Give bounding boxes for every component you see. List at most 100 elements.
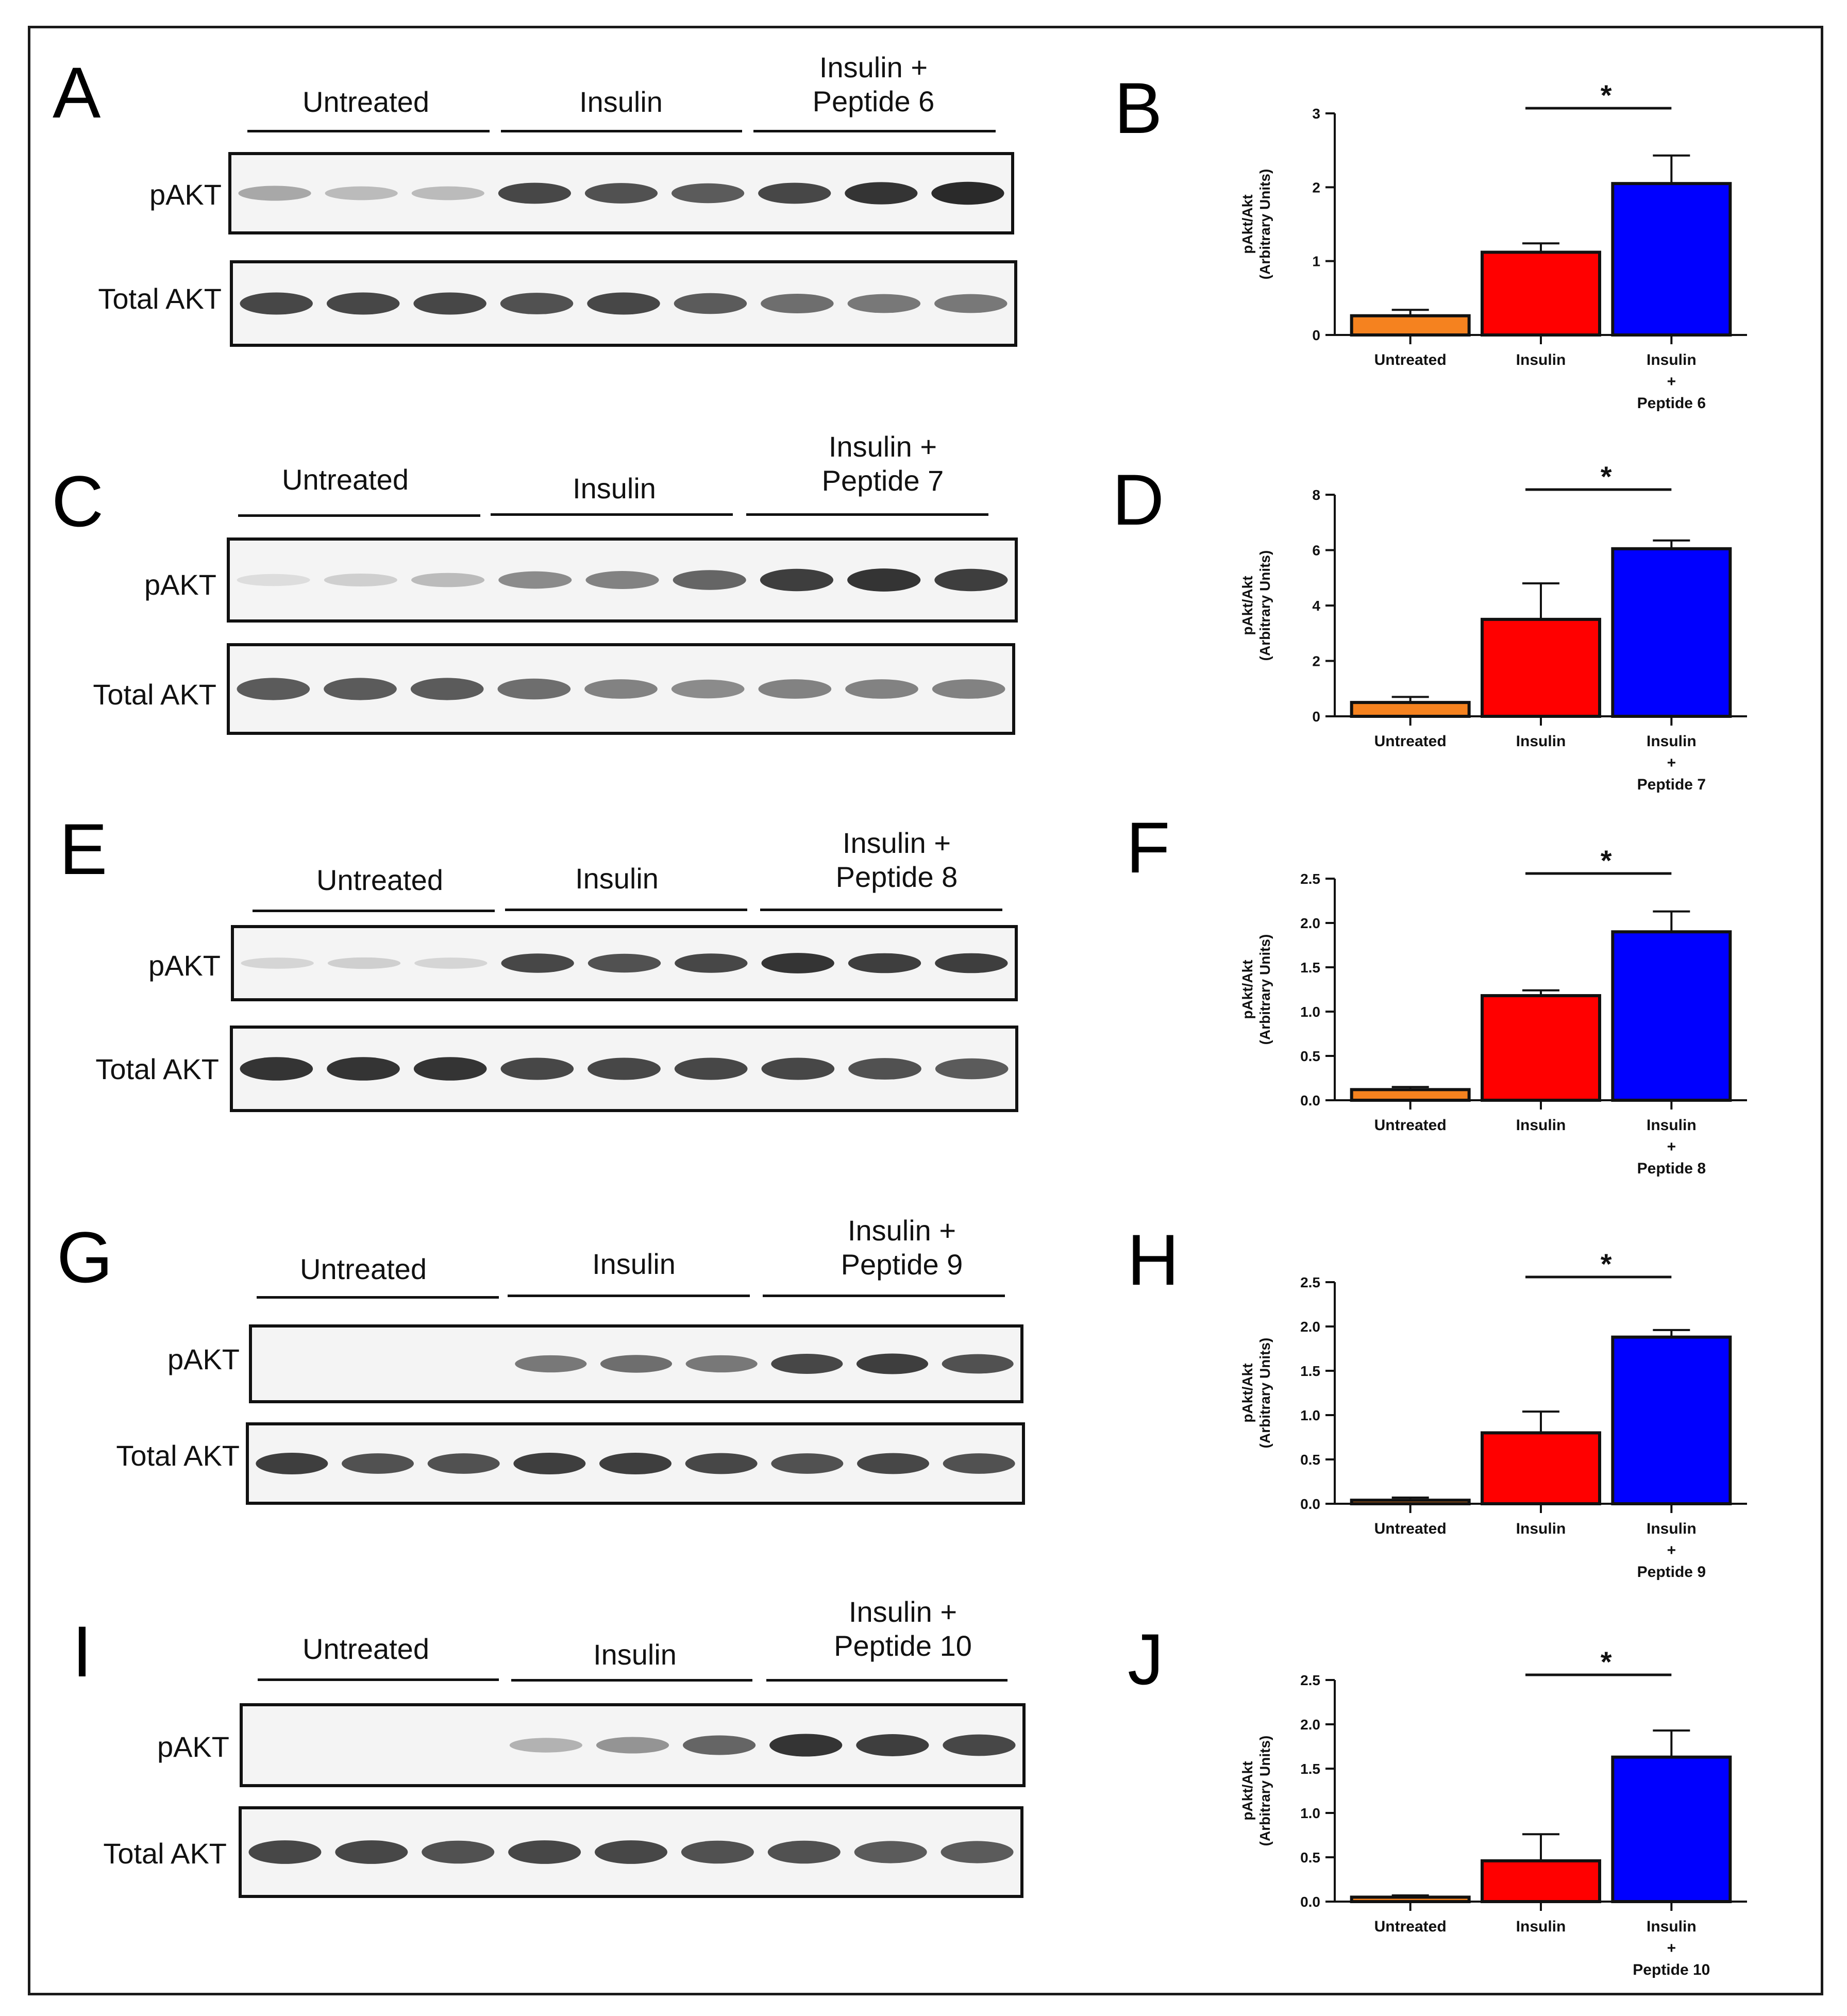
x-tick-label: Insulin [1516, 1918, 1566, 1935]
blot-band [683, 1735, 756, 1755]
group-line-insulin [508, 1295, 750, 1297]
group-label-insulin-peptide: Insulin + Peptide 7 [821, 430, 944, 497]
panel-letter-h: H [1127, 1219, 1180, 1300]
blot-band [240, 292, 313, 315]
blot-band [854, 1841, 927, 1863]
blot-band [422, 1840, 495, 1864]
blot-band [769, 1734, 843, 1757]
y-axis-label-line: pAkt/Akt [1239, 576, 1255, 635]
y-tick-label: 1.5 [1300, 1363, 1320, 1379]
blot-band [596, 1737, 669, 1754]
y-tick-label: 2.0 [1300, 915, 1320, 931]
y-axis-label: pAkt/Akt (Arbitrary Units) [1239, 169, 1273, 280]
blot-band [325, 186, 398, 200]
blot-pakt [231, 925, 1018, 1001]
blot-band [931, 181, 1004, 205]
blot-band [845, 679, 918, 699]
group-label-untreated: Untreated [282, 463, 409, 496]
blot-pakt [228, 152, 1014, 234]
bar [1611, 1755, 1732, 1903]
y-axis-label-line: (Arbitrary Units) [1257, 169, 1273, 280]
row-label-pakt: pAKT [144, 568, 216, 601]
y-axis-label-line: pAkt/Akt [1239, 194, 1255, 254]
y-tick-label: 2.5 [1300, 871, 1320, 887]
blot-band [935, 1058, 1009, 1080]
blot-band [238, 186, 311, 201]
blot-total-akt [246, 1422, 1025, 1505]
x-tick-label: Insulin [1516, 1117, 1566, 1134]
significance-marker: * [1601, 844, 1612, 877]
group-line-untreated [238, 514, 480, 517]
blot-band [847, 568, 921, 592]
blot-band [237, 574, 310, 586]
blot-band [942, 1354, 1014, 1374]
blot-band [498, 571, 572, 589]
y-tick-label: 0 [1312, 327, 1320, 343]
blot-band [771, 1354, 843, 1374]
group-label-untreated: Untreated [303, 86, 429, 118]
x-tick-label-line: Insulin [1647, 1117, 1697, 1134]
x-tick-label: Untreated [1374, 1520, 1447, 1537]
y-tick-label: 8 [1312, 487, 1320, 503]
blot-band [248, 1840, 322, 1864]
blot-total-akt [230, 260, 1017, 347]
blot-bands [231, 155, 1011, 231]
x-tick-label: Insulin [1516, 733, 1566, 750]
group-label-untreated: Untreated [300, 1253, 427, 1285]
blot-band [241, 957, 314, 969]
y-tick-label: 0.5 [1300, 1048, 1320, 1064]
panel-letter-d: D [1112, 459, 1165, 540]
group-line-insulin [501, 130, 742, 132]
blot-band [411, 573, 485, 587]
significance-marker: * [1601, 79, 1612, 111]
y-tick-label: 1.5 [1300, 1761, 1320, 1777]
bar [1350, 314, 1471, 337]
bar-chart-b: pAkt/Akt (Arbitrary Units) 0 1 2 3 Untreated In… [1239, 79, 1747, 412]
blot-band [845, 182, 918, 205]
bar [1611, 1335, 1732, 1505]
y-tick-label: 1.0 [1300, 1004, 1320, 1020]
figure-frame [28, 26, 1823, 1995]
group-line-insulin-peptide [763, 1295, 1005, 1297]
blot-band [327, 957, 401, 969]
blot-band [327, 1057, 400, 1081]
blot-band [240, 1057, 313, 1081]
panel-letter-a: A [53, 52, 101, 133]
y-tick-label: 2.0 [1300, 1319, 1320, 1335]
x-tick-label-line: + [1667, 1542, 1676, 1559]
y-tick-label: 0 [1312, 709, 1320, 725]
y-tick-label: 2.5 [1300, 1672, 1320, 1688]
panel-letter-j: J [1128, 1619, 1164, 1700]
x-tick-label: Untreated [1374, 1918, 1447, 1935]
bar [1611, 182, 1732, 337]
blot-band [848, 1058, 921, 1080]
blot-bands [233, 1029, 1015, 1109]
blot-band [857, 1453, 929, 1474]
x-tick-label-line: Peptide 7 [1637, 776, 1706, 793]
blot-band [413, 292, 486, 315]
blot-total-akt [227, 643, 1015, 735]
x-tick-label: Untreated [1374, 733, 1447, 750]
blot-pakt [227, 537, 1018, 623]
blot-band [685, 1453, 758, 1474]
y-tick-label: 1.0 [1300, 1805, 1320, 1821]
blot-band [673, 570, 746, 590]
x-tick-label-line: Untreated [1374, 1918, 1447, 1935]
blot-band [500, 1057, 574, 1080]
x-tick-label-line: Insulin [1516, 1520, 1566, 1537]
row-label-total-akt: Total AKT [93, 678, 216, 711]
x-tick-label: Insulin [1516, 1520, 1566, 1537]
blot-band [600, 1355, 673, 1373]
blot-bands [242, 1809, 1020, 1895]
group-line-insulin-peptide [746, 513, 988, 516]
blot-band [513, 1452, 586, 1475]
y-axis-label: pAkt/Akt (Arbitrary Units) [1239, 934, 1273, 1045]
row-label-total-akt: Total AKT [116, 1439, 240, 1472]
group-line-insulin [491, 513, 733, 516]
x-tick-label-line: Untreated [1374, 733, 1447, 750]
x-tick-label-line: Peptide 8 [1637, 1160, 1706, 1177]
bar [1481, 1859, 1601, 1904]
x-tick-label-line: Peptide 6 [1637, 395, 1706, 412]
y-tick-label: 2 [1312, 653, 1320, 669]
group-line-untreated [247, 130, 490, 132]
